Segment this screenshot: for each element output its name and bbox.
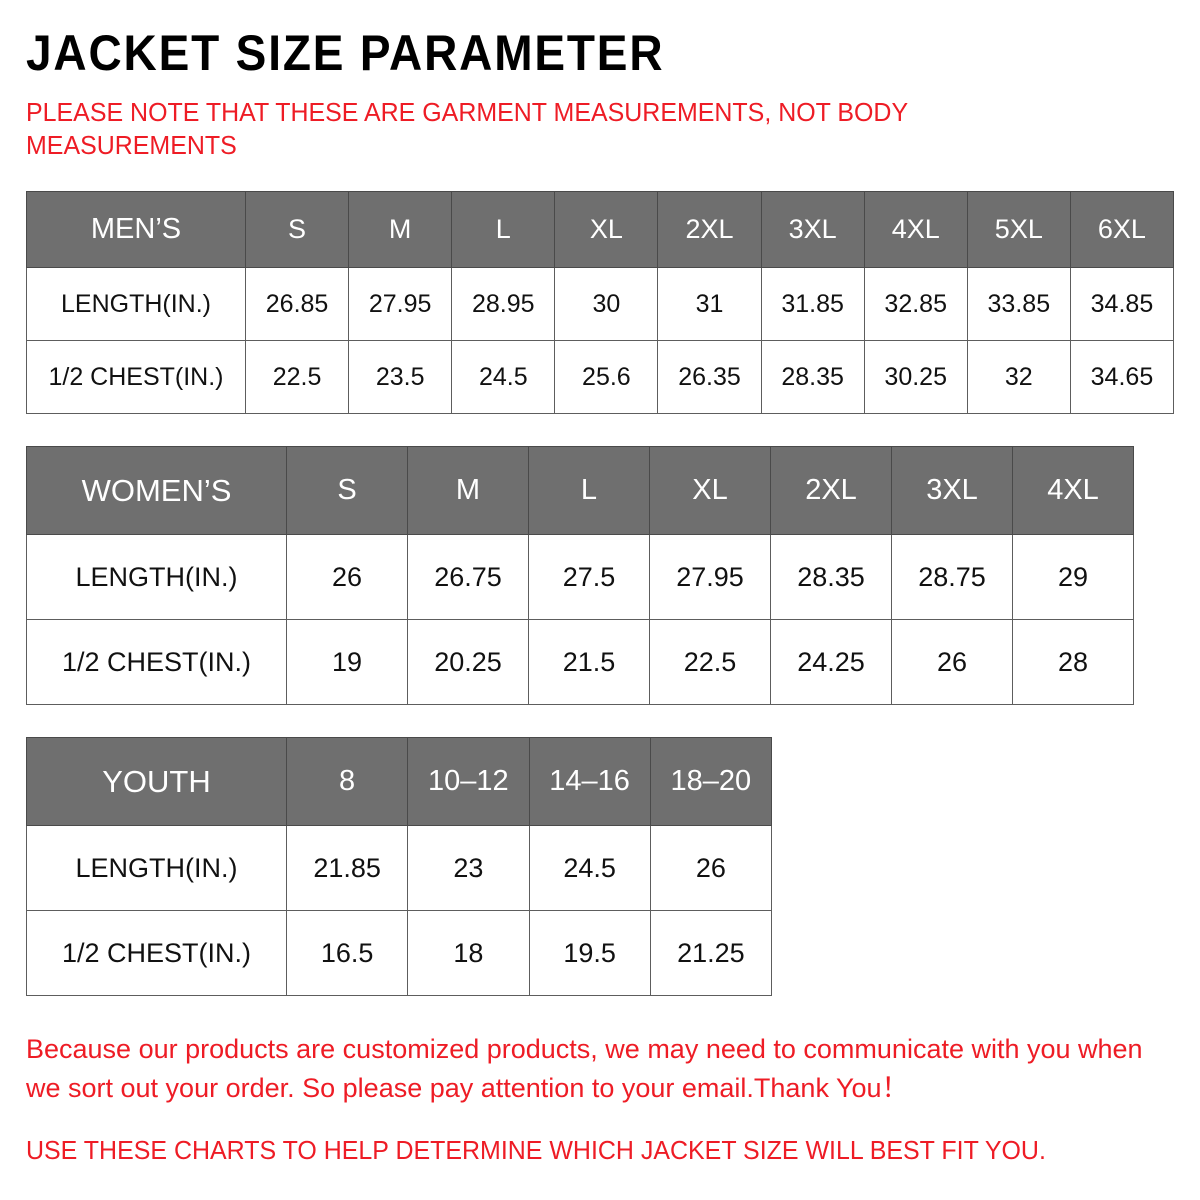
mens-value-r1-c2: 27.95 [348,267,453,341]
youth-category-label: YOUTH [26,737,287,826]
womens-size-header-6: 3XL [891,446,1013,535]
mens-size-header-4: XL [554,191,659,268]
mens-size-header-6: 3XL [760,191,865,268]
womens-size-header-5: 2XL [770,446,892,535]
mens-size-header-5: 2XL [657,191,762,268]
youth-size-header-3: 14–16 [528,737,651,826]
mens-value-r2-c7: 30.25 [863,340,968,414]
mens-size-header-2: M [348,191,453,268]
womens-value-r2-c4: 22.5 [649,619,771,705]
mens-size-table: MEN’S S M L XL 2XL 3XL 4XL 5XL 6XL LENGTH(IN.) 26.… [26,191,1175,414]
womens-size-header-4: XL [649,446,771,535]
youth-value-r1-c1: 21.85 [285,825,409,911]
mens-value-r1-c9: 34.85 [1069,267,1175,341]
mens-size-header-1: S [244,191,350,268]
mens-value-r2-c8: 32 [966,340,1071,414]
mens-value-r1-c6: 31.85 [760,267,865,341]
mens-size-header-9: 6XL [1069,191,1175,268]
womens-value-r2-c5: 24.25 [770,619,892,705]
womens-size-header-2: M [407,446,529,535]
footer-customization-note: Because our products are customized prod… [26,1034,1143,1104]
womens-category-label: WOMEN’S [26,446,287,535]
youth-value-r1-c4: 26 [649,825,773,911]
womens-value-r2-c1: 19 [286,619,408,705]
table-row: 1/2 CHEST(IN.) 16.5 18 19.5 21.25 [26,910,773,996]
youth-size-header-1: 8 [285,737,409,826]
womens-measure-label-1: LENGTH(IN.) [26,534,287,620]
youth-value-r2-c4: 21.25 [649,910,773,996]
mens-value-r1-c1: 26.85 [244,267,350,341]
womens-value-r1-c5: 28.35 [770,534,892,620]
womens-size-header-3: L [528,446,650,535]
womens-size-header-1: S [286,446,408,535]
mens-table-header: MEN’S S M L XL 2XL 3XL 4XL 5XL 6XL [26,191,1175,268]
womens-value-r1-c6: 28.75 [891,534,1013,620]
mens-measure-label-2: 1/2 CHEST(IN.) [26,340,246,414]
womens-value-r2-c2: 20.25 [407,619,529,705]
mens-size-header-8: 5XL [966,191,1071,268]
womens-header-row: WOMEN’S S M L XL 2XL 3XL 4XL [26,446,1134,535]
table-row: LENGTH(IN.) 26 26.75 27.5 27.95 28.35 28.75 29 [26,534,1134,620]
table-row: 1/2 CHEST(IN.) 19 20.25 21.5 22.5 24.25 26 28 [26,619,1134,705]
womens-value-r1-c3: 27.5 [528,534,650,620]
youth-value-r1-c3: 24.5 [528,825,651,911]
womens-value-r1-c4: 27.95 [649,534,771,620]
footer-chart-usage-note: USE THESE CHARTS TO HELP DETERMINE WHICH… [26,1135,1046,1166]
youth-value-r2-c2: 18 [407,910,530,996]
mens-value-r2-c1: 22.5 [244,340,350,414]
womens-value-r2-c7: 28 [1012,619,1134,705]
youth-table-body: LENGTH(IN.) 21.85 23 24.5 26 1/2 CHEST(IN.) 16… [26,825,773,996]
youth-value-r2-c1: 16.5 [285,910,409,996]
youth-table-header: YOUTH 8 10–12 14–16 18–20 [26,737,773,826]
mens-value-r2-c4: 25.6 [554,340,659,414]
table-row: LENGTH(IN.) 26.85 27.95 28.95 30 31 31.85 32.85… [26,267,1175,341]
mens-table-body: LENGTH(IN.) 26.85 27.95 28.95 30 31 31.85 32.85… [26,267,1175,414]
womens-size-table: WOMEN’S S M L XL 2XL 3XL 4XL LENGTH(IN.) 26 26.75… [26,446,1134,705]
mens-header-row: MEN’S S M L XL 2XL 3XL 4XL 5XL 6XL [26,191,1175,268]
table-row: 1/2 CHEST(IN.) 22.5 23.5 24.5 25.6 26.35 28.35… [26,340,1175,414]
mens-value-r1-c7: 32.85 [863,267,968,341]
mens-value-r1-c8: 33.85 [966,267,1071,341]
youth-measure-label-1: LENGTH(IN.) [26,825,287,911]
mens-measure-label-1: LENGTH(IN.) [26,267,246,341]
womens-value-r2-c6: 26 [891,619,1013,705]
mens-value-r2-c6: 28.35 [760,340,865,414]
mens-category-label: MEN’S [26,191,246,268]
womens-table-body: LENGTH(IN.) 26 26.75 27.5 27.95 28.35 28.75 29 1… [26,534,1134,705]
mens-value-r2-c9: 34.65 [1069,340,1175,414]
mens-value-r2-c2: 23.5 [348,340,453,414]
youth-value-r1-c2: 23 [407,825,530,911]
garment-measurement-note: PLEASE NOTE THAT THESE ARE GARMENT MEASU… [26,97,908,160]
mens-value-r1-c4: 30 [554,267,659,341]
mens-value-r2-c5: 26.35 [657,340,762,414]
womens-value-r2-c3: 21.5 [528,619,650,705]
youth-value-r2-c3: 19.5 [528,910,651,996]
womens-table-header: WOMEN’S S M L XL 2XL 3XL 4XL [26,446,1134,535]
womens-measure-label-2: 1/2 CHEST(IN.) [26,619,287,705]
womens-size-header-7: 4XL [1012,446,1134,535]
womens-value-r1-c7: 29 [1012,534,1134,620]
page-title: JACKET SIZE PARAMETER [26,25,665,81]
womens-value-r1-c1: 26 [286,534,408,620]
womens-value-r1-c2: 26.75 [407,534,529,620]
mens-value-r2-c3: 24.5 [451,340,556,414]
youth-size-table: YOUTH 8 10–12 14–16 18–20 LENGTH(IN.) 21.85 23… [26,737,773,996]
mens-size-header-7: 4XL [863,191,968,268]
youth-measure-label-2: 1/2 CHEST(IN.) [26,910,287,996]
mens-value-r1-c3: 28.95 [451,267,556,341]
table-row: LENGTH(IN.) 21.85 23 24.5 26 [26,825,773,911]
youth-header-row: YOUTH 8 10–12 14–16 18–20 [26,737,773,826]
mens-value-r1-c5: 31 [657,267,762,341]
youth-size-header-2: 10–12 [407,737,530,826]
youth-size-header-4: 18–20 [649,737,773,826]
mens-size-header-3: L [451,191,556,268]
